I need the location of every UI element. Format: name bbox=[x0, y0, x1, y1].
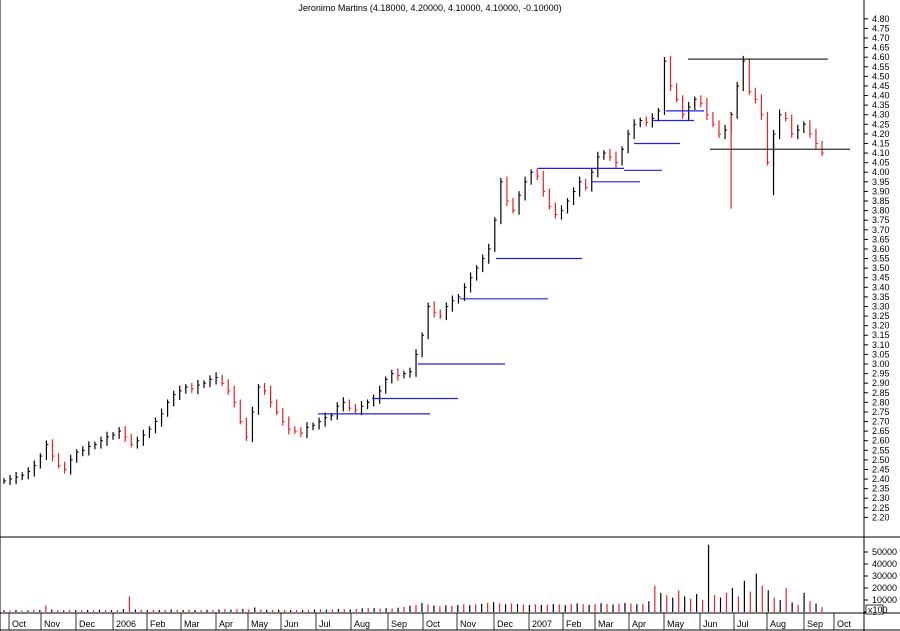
time-tick-label: Oct bbox=[837, 619, 852, 629]
price-tick-label: 2.45 bbox=[872, 464, 890, 474]
price-tick-label: 3.15 bbox=[872, 330, 890, 340]
volume-scale-label: x100 bbox=[868, 605, 888, 615]
price-tick-label: 4.40 bbox=[872, 91, 890, 101]
price-tick-label: 4.70 bbox=[872, 33, 890, 43]
price-tick-label: 2.20 bbox=[872, 512, 890, 522]
time-tick-label: Apr bbox=[632, 619, 646, 629]
price-tick-label: 3.40 bbox=[872, 282, 890, 292]
price-tick-label: 2.95 bbox=[872, 369, 890, 379]
price-tick-label: 2.90 bbox=[872, 378, 890, 388]
price-tick-label: 4.60 bbox=[872, 52, 890, 62]
time-tick-label: Apr bbox=[219, 619, 233, 629]
price-tick-label: 3.90 bbox=[872, 186, 890, 196]
volume-scale-note: x100 bbox=[865, 604, 888, 615]
time-tick-label: Sep bbox=[807, 619, 823, 629]
time-tick-label: Oct bbox=[12, 619, 27, 629]
price-tick-label: 2.40 bbox=[872, 474, 890, 484]
price-tick-label: 3.30 bbox=[872, 301, 890, 311]
time-tick-label: Feb bbox=[566, 619, 582, 629]
price-tick-label: 2.65 bbox=[872, 426, 890, 436]
price-tick-label: 4.10 bbox=[872, 148, 890, 158]
time-tick-label: May bbox=[667, 619, 685, 629]
price-tick-label: 2.55 bbox=[872, 445, 890, 455]
price-tick-label: 4.80 bbox=[872, 14, 890, 24]
price-tick-label: 3.25 bbox=[872, 311, 890, 321]
time-tick-label: 2007 bbox=[532, 619, 552, 629]
time-tick-label: Nov bbox=[460, 619, 477, 629]
trend-lines bbox=[318, 58, 850, 415]
time-tick-label: Jul bbox=[737, 619, 749, 629]
volume-tick-label: 40000 bbox=[872, 559, 897, 569]
price-tick-label: 3.50 bbox=[872, 263, 890, 273]
price-tick-label: 4.00 bbox=[872, 167, 890, 177]
time-tick-label: Mar bbox=[598, 619, 614, 629]
price-tick-label: 3.75 bbox=[872, 215, 890, 225]
price-axis: 4.804.754.704.654.604.554.504.454.404.35… bbox=[864, 14, 890, 522]
price-tick-label: 2.35 bbox=[872, 484, 890, 494]
price-tick-label: 2.75 bbox=[872, 407, 890, 417]
price-tick-label: 2.60 bbox=[872, 436, 890, 446]
price-tick-label: 4.35 bbox=[872, 100, 890, 110]
price-tick-label: 3.70 bbox=[872, 225, 890, 235]
price-tick-label: 2.50 bbox=[872, 455, 890, 465]
price-tick-label: 3.65 bbox=[872, 234, 890, 244]
price-tick-label: 3.45 bbox=[872, 273, 890, 283]
time-tick-label: Jul bbox=[319, 619, 331, 629]
price-tick-label: 2.85 bbox=[872, 388, 890, 398]
price-tick-label: 4.65 bbox=[872, 43, 890, 53]
price-tick-label: 3.05 bbox=[872, 349, 890, 359]
price-tick-label: 3.35 bbox=[872, 292, 890, 302]
time-tick-label: Aug bbox=[770, 619, 786, 629]
price-tick-label: 4.15 bbox=[872, 138, 890, 148]
time-axis: Oct Nov Dec 2006 Feb Mar Apr May Jun Jul Aug Sep Oct… bbox=[8, 613, 852, 630]
price-tick-label: 4.30 bbox=[872, 110, 890, 120]
volume-tick-label: 20000 bbox=[872, 583, 897, 593]
time-tick-label: Feb bbox=[150, 619, 166, 629]
price-tick-label: 2.70 bbox=[872, 417, 890, 427]
time-tick-label: Sep bbox=[391, 619, 407, 629]
volume-tick-label: 30000 bbox=[872, 571, 897, 581]
price-tick-label: 3.10 bbox=[872, 340, 890, 350]
price-tick-label: 3.95 bbox=[872, 177, 890, 187]
chart-title: Jeronimo Martins (4.18000, 4.20000, 4.10… bbox=[298, 3, 561, 13]
time-tick-label: Mar bbox=[184, 619, 200, 629]
volume-tick-label: 50000 bbox=[872, 547, 897, 557]
price-tick-label: 3.60 bbox=[872, 244, 890, 254]
price-tick-label: 3.00 bbox=[872, 359, 890, 369]
price-tick-label: 3.80 bbox=[872, 206, 890, 216]
time-tick-label: Dec bbox=[497, 619, 514, 629]
time-tick-label: Dec bbox=[79, 619, 96, 629]
price-tick-label: 3.85 bbox=[872, 196, 890, 206]
price-tick-label: 4.20 bbox=[872, 129, 890, 139]
price-tick-label: 2.30 bbox=[872, 493, 890, 503]
price-tick-label: 4.55 bbox=[872, 62, 890, 72]
price-tick-label: 4.45 bbox=[872, 81, 890, 91]
price-tick-label: 2.25 bbox=[872, 503, 890, 513]
price-bars bbox=[3, 55, 824, 486]
price-tick-label: 4.50 bbox=[872, 71, 890, 81]
time-tick-label: 2006 bbox=[116, 619, 136, 629]
time-tick-label: May bbox=[251, 619, 269, 629]
time-tick-label: Jun bbox=[703, 619, 718, 629]
price-tick-label: 4.25 bbox=[872, 119, 890, 129]
time-tick-label: Nov bbox=[44, 619, 61, 629]
price-tick-label: 3.20 bbox=[872, 321, 890, 331]
volume-bars bbox=[3, 544, 823, 612]
price-tick-label: 4.05 bbox=[872, 158, 890, 168]
volume-tick-label: 10000 bbox=[872, 595, 897, 605]
time-tick-label: Aug bbox=[354, 619, 370, 629]
price-tick-label: 2.80 bbox=[872, 397, 890, 407]
price-tick-label: 3.55 bbox=[872, 254, 890, 264]
price-tick-label: 4.75 bbox=[872, 23, 890, 33]
time-tick-label: Jun bbox=[284, 619, 299, 629]
time-tick-label: Oct bbox=[426, 619, 441, 629]
